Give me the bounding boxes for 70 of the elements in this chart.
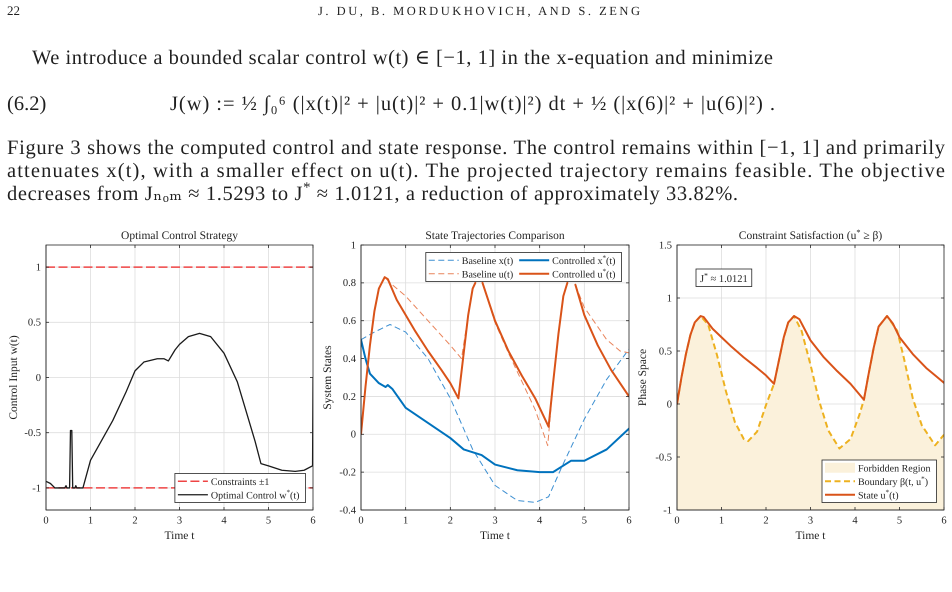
x-tick-label: 3	[492, 515, 498, 526]
y-tick-label: 0	[666, 399, 672, 410]
legend-label: State u$^{*}$(t)	[858, 488, 899, 502]
x-tick-label: 2	[448, 515, 453, 526]
legend-label: Forbidden Region	[858, 463, 930, 474]
text: We introduce a bounded scalar control w(t) ∈ [−1, 1] in the x-equation and minimize	[32, 47, 773, 69]
x-tick-label: 3	[176, 515, 182, 526]
y-tick-label: 0.2	[342, 392, 356, 403]
y-tick-label: -0.4	[339, 505, 357, 516]
text: attenuates x(t), with a smaller effect on u(t). The projected trajectory remains feasible. The objective	[7, 160, 945, 182]
annotation: J$^{*}$ ≈ 1.0121	[700, 270, 748, 285]
x-tick-label: 2	[132, 515, 138, 526]
legend-label: Baseline x(t)	[462, 256, 514, 267]
y-tick-label: 0.4	[342, 354, 357, 365]
line-series	[361, 338, 629, 474]
legend-label: Controlled x$^{*}$(t)	[552, 254, 616, 267]
y-tick-label: 0.5	[658, 346, 672, 358]
y-tick-label: -1	[663, 505, 672, 516]
x-tick-label: 0	[43, 515, 49, 526]
x-tick-label: 4	[537, 515, 544, 526]
x-tick-label: 1	[718, 515, 724, 526]
chart-title: Optimal Control Strategy	[121, 230, 238, 242]
y-tick-label: 1	[350, 240, 356, 252]
x-tick-label: 0	[674, 515, 680, 526]
x-tick-label: 6	[310, 515, 316, 526]
legend-label: Optimal Control w$^{*}$(t)	[210, 488, 300, 502]
y-axis-title: Control Input w(t)	[8, 335, 20, 420]
x-axis-title: Time t	[164, 530, 196, 542]
x-tick-label: 1	[88, 515, 94, 526]
y-tick-label: 0	[36, 372, 41, 384]
x-tick-label: 1	[403, 515, 408, 526]
legend-label: Baseline u(t)	[462, 269, 514, 280]
text: J. DU, B. MORDUKHOVICH, AND S. ZENG	[318, 4, 640, 18]
x-tick-label: 0	[358, 515, 364, 526]
x-tick-label: 5	[896, 515, 902, 526]
y-tick-label: 1	[36, 262, 41, 274]
legend-label: Constraints ±1	[210, 476, 270, 488]
y-tick-label: 1	[666, 293, 672, 304]
x-axis-title: Time t	[480, 530, 511, 542]
text: (6.2)	[7, 93, 46, 115]
y-tick-label: -0.5	[655, 452, 672, 464]
line-series	[361, 324, 629, 503]
chart-title: State Trajectories Comparison	[425, 230, 565, 242]
line-series	[677, 315, 944, 405]
caption: Figure 3 shows the computed control and state response. The control remains within [−1, 1] and primarily	[7, 137, 946, 159]
x-tick-label: 4	[852, 515, 858, 526]
y-axis-title: System States	[322, 344, 334, 410]
x-tick-label: 4	[221, 515, 228, 526]
text: 22	[7, 3, 20, 18]
x-tick-label: 3	[808, 515, 814, 526]
y-tick-label: 0.6	[342, 316, 356, 328]
y-axis-title: Phase Space	[637, 348, 650, 406]
x-tick-label: 5	[582, 515, 587, 526]
y-tick-label: -0.5	[24, 428, 41, 440]
y-tick-label: 0.5	[28, 318, 41, 329]
x-tick-label: 6	[941, 515, 947, 526]
y-tick-label: -0.2	[339, 468, 356, 479]
x-tick-label: 5	[266, 515, 272, 526]
y-tick-label: 1.5	[658, 240, 672, 252]
x-axis-title: Time t	[796, 530, 826, 542]
chart-title: Constraint Satisfaction (u$^{*}$ ≥ β)	[738, 228, 882, 242]
y-tick-label: 0.8	[342, 278, 356, 290]
y-tick-label: -1	[32, 483, 41, 494]
legend-label: Boundary β(t, u$^{*}$)	[858, 474, 928, 488]
x-tick-label: 6	[626, 515, 632, 526]
y-tick-label: 0	[350, 430, 356, 441]
text: J(w) := ½ ∫₀⁶ (|x(t)|² + |u(t)|² + 0.1|w(t)|²) dt + ½ (|x(6)|² + |u(6)|²) .	[170, 93, 775, 116]
x-tick-label: 2	[763, 515, 769, 526]
text: decreases from Jₙₒₘ ≈ 1.5293 to J$^{*}$ ≈ 1.0121, a reduction of approximately 33.82%.	[7, 180, 738, 205]
legend-label: Controlled u$^{*}$(t)	[552, 267, 616, 280]
